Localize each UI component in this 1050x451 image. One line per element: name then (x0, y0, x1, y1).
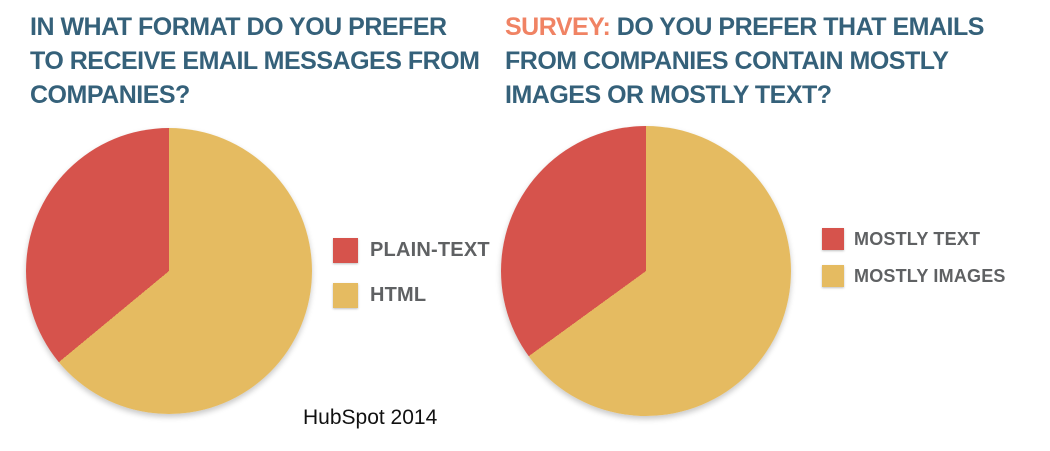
left-chart-title: IN WHAT FORMAT DO YOU PREFER TO RECEIVE … (30, 13, 480, 109)
left-pie-chart (26, 128, 312, 414)
mostly-text-label: MOSTLY TEXT (854, 228, 981, 249)
source-attribution: HubSpot 2014 (303, 406, 438, 429)
right-chart-title-rest: DO YOU PREFER THAT EMAILS FROM COMPANIES… (505, 13, 984, 109)
mostly-images-label: MOSTLY IMAGES (854, 265, 1006, 286)
right-legend: MOSTLY TEXT MOSTLY IMAGES (822, 228, 1006, 287)
right-chart-title: SURVEY: DO YOU PREFER THAT EMAILS FROM C… (505, 10, 1050, 112)
legend-item-mostly-images: MOSTLY IMAGES (822, 265, 1006, 287)
legend-item-plain-text: PLAIN-TEXT (333, 238, 490, 263)
legend-item-html: HTML (333, 283, 490, 308)
mostly-text-color-swatch (822, 228, 844, 250)
mostly-images-color-swatch (822, 265, 844, 287)
right-pie-chart (501, 126, 791, 416)
plain-text-color-swatch (333, 238, 358, 263)
survey-prefix-label: SURVEY: (505, 13, 611, 41)
legend-item-mostly-text: MOSTLY TEXT (822, 228, 1006, 250)
html-color-swatch (333, 283, 358, 308)
plain-text-label: PLAIN-TEXT (370, 239, 490, 261)
left-legend: PLAIN-TEXT HTML (333, 238, 490, 308)
html-label: HTML (370, 284, 427, 306)
